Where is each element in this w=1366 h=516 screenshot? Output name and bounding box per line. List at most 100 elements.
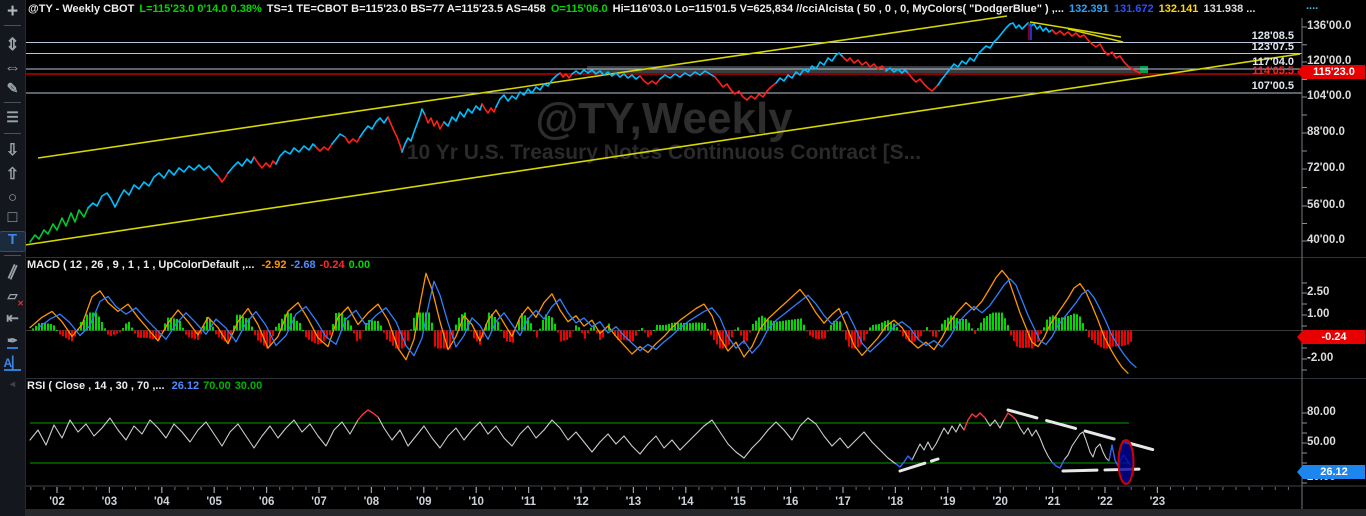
- macd-histogram-bar: [626, 330, 628, 341]
- date-label: '11: [521, 496, 537, 508]
- macd-histogram-bar: [1007, 325, 1009, 331]
- rsi-label-part: RSI ( Close , 14 , 30 , 70 ,...: [27, 380, 168, 392]
- text-cursor-icon[interactable]: A▏: [3, 356, 22, 371]
- macd-histogram-bar: [50, 323, 52, 331]
- macd-histogram-bar: [920, 330, 922, 337]
- macd-histogram-bar: [764, 317, 766, 331]
- macd-histogram-bar: [170, 317, 172, 331]
- macd-histogram-bar: [932, 330, 934, 337]
- macd-histogram-bar: [161, 330, 163, 332]
- crosshair-icon[interactable]: +: [6, 1, 19, 22]
- macd-study-label: MACD ( 12 , 26 , 9 , 1 , 1 , UpColorDefa…: [27, 259, 374, 271]
- macd-histogram-bar: [773, 320, 775, 331]
- macd-histogram-bar: [212, 326, 214, 331]
- scale-leftright-icon[interactable]: ⇔: [4, 58, 21, 77]
- macd-histogram-bar: [530, 323, 532, 331]
- macd-histogram-bar: [707, 328, 709, 331]
- macd-histogram-bar: [509, 330, 511, 342]
- macd-histogram-bar: [332, 324, 334, 331]
- macd-histogram-bar: [59, 330, 61, 335]
- macd-histogram-bar: [671, 322, 673, 331]
- text-tool-icon[interactable]: T: [0, 231, 26, 252]
- macd-histogram-bar: [98, 316, 100, 331]
- macd-histogram-bar: [650, 330, 652, 336]
- scale-updown-icon[interactable]: ⇕: [5, 35, 20, 54]
- pen-tool-icon[interactable]: ✒: [7, 333, 18, 349]
- macd-histogram-bar: [113, 330, 115, 335]
- arrow-up-icon[interactable]: ⇧: [5, 166, 20, 183]
- eraser-icon[interactable]: ▱ ✕: [7, 288, 25, 308]
- rectangle-tool-icon[interactable]: □: [7, 209, 18, 226]
- macd-histogram-bar: [782, 320, 784, 331]
- macd-histogram-bar: [479, 330, 481, 345]
- macd-histogram-bar: [1082, 323, 1084, 331]
- macd-histogram-bar: [662, 324, 664, 331]
- date-label: '07: [311, 496, 327, 508]
- macd-histogram-bar: [287, 312, 289, 331]
- price-series-segment: [331, 133, 346, 145]
- macd-histogram-bar: [260, 330, 262, 343]
- macd-histogram-bar: [92, 312, 94, 331]
- macd-histogram-bar: [755, 320, 757, 331]
- macd-histogram-bar: [362, 330, 364, 332]
- macd-histogram-bar: [824, 330, 826, 339]
- macd-histogram-bar: [245, 318, 247, 331]
- macd-histogram-bar: [437, 330, 439, 349]
- macd-histogram-bar: [1055, 316, 1057, 331]
- macd-histogram-bar: [557, 330, 559, 333]
- macd-histogram-bar: [959, 319, 961, 331]
- arrow-down-icon[interactable]: ⇩: [5, 142, 20, 159]
- macd-histogram-bar: [377, 320, 379, 331]
- macd-histogram-bar: [62, 330, 64, 337]
- macd-histogram-bar: [1001, 312, 1003, 331]
- macd-histogram-bar: [854, 330, 856, 349]
- macd-histogram-bar: [1091, 330, 1093, 340]
- macd-histogram-bar: [32, 328, 34, 331]
- macd-histogram-bar: [638, 330, 640, 332]
- rsi-label-part: 70.00: [203, 380, 231, 392]
- macd-histogram-bar: [527, 317, 529, 331]
- macd-histogram-bar: [683, 322, 685, 331]
- ellipse-tool-icon[interactable]: ○: [7, 189, 18, 206]
- macd-histogram-bar: [866, 330, 868, 335]
- macd-histogram-bar: [848, 330, 850, 347]
- macd-histogram-bar: [716, 330, 718, 345]
- header-quote-segment: 132.391: [1069, 3, 1112, 15]
- header-quote-segment: L=115'23.0 0'14.0 0.38%: [139, 3, 265, 15]
- macd-histogram-bar: [989, 313, 991, 331]
- macd-histogram-bar: [419, 312, 421, 331]
- price-axis-label: 40'00.0: [1307, 234, 1345, 246]
- price-series-segment: [401, 108, 426, 153]
- collapse-arrow-icon[interactable]: ◂: [9, 379, 16, 390]
- macd-histogram-bar: [1085, 329, 1087, 331]
- price-series-segment: [571, 69, 641, 80]
- jump-start-icon[interactable]: ⇤: [6, 310, 19, 327]
- macd-histogram-bar: [158, 330, 160, 341]
- macd-histogram-bar: [632, 330, 634, 342]
- date-label: '19: [940, 496, 956, 508]
- price-series-segment: [227, 156, 255, 174]
- macd-histogram-bar: [1079, 316, 1081, 331]
- macd-histogram-bar: [338, 312, 340, 331]
- price-series-segment: [937, 22, 1053, 86]
- macd-histogram-bar: [842, 330, 844, 332]
- yellow-trendline: [1029, 21, 1122, 38]
- macd-histogram-bar: [944, 319, 946, 331]
- macd-histogram-bar: [131, 327, 133, 331]
- parallel-lines-icon[interactable]: ∥: [5, 262, 20, 281]
- toolbar-separator: [4, 133, 21, 134]
- rsi-colored-segment: [1051, 459, 1065, 469]
- rsi-line: [29, 409, 1131, 469]
- macd-histogram-bar: [233, 325, 235, 331]
- macd-histogram-bar: [1031, 330, 1033, 349]
- price-series-segment: [885, 67, 909, 74]
- menu-icon[interactable]: ☰: [6, 109, 19, 125]
- macd-value-tag: -0.24: [1297, 330, 1365, 344]
- horizontal-scrollbar[interactable]: [0, 509, 1366, 516]
- macd-histogram-bar: [296, 320, 298, 331]
- macd-histogram-bar: [227, 330, 229, 344]
- trendline-tool-icon[interactable]: ✎: [6, 80, 19, 96]
- date-label: '04: [154, 496, 170, 508]
